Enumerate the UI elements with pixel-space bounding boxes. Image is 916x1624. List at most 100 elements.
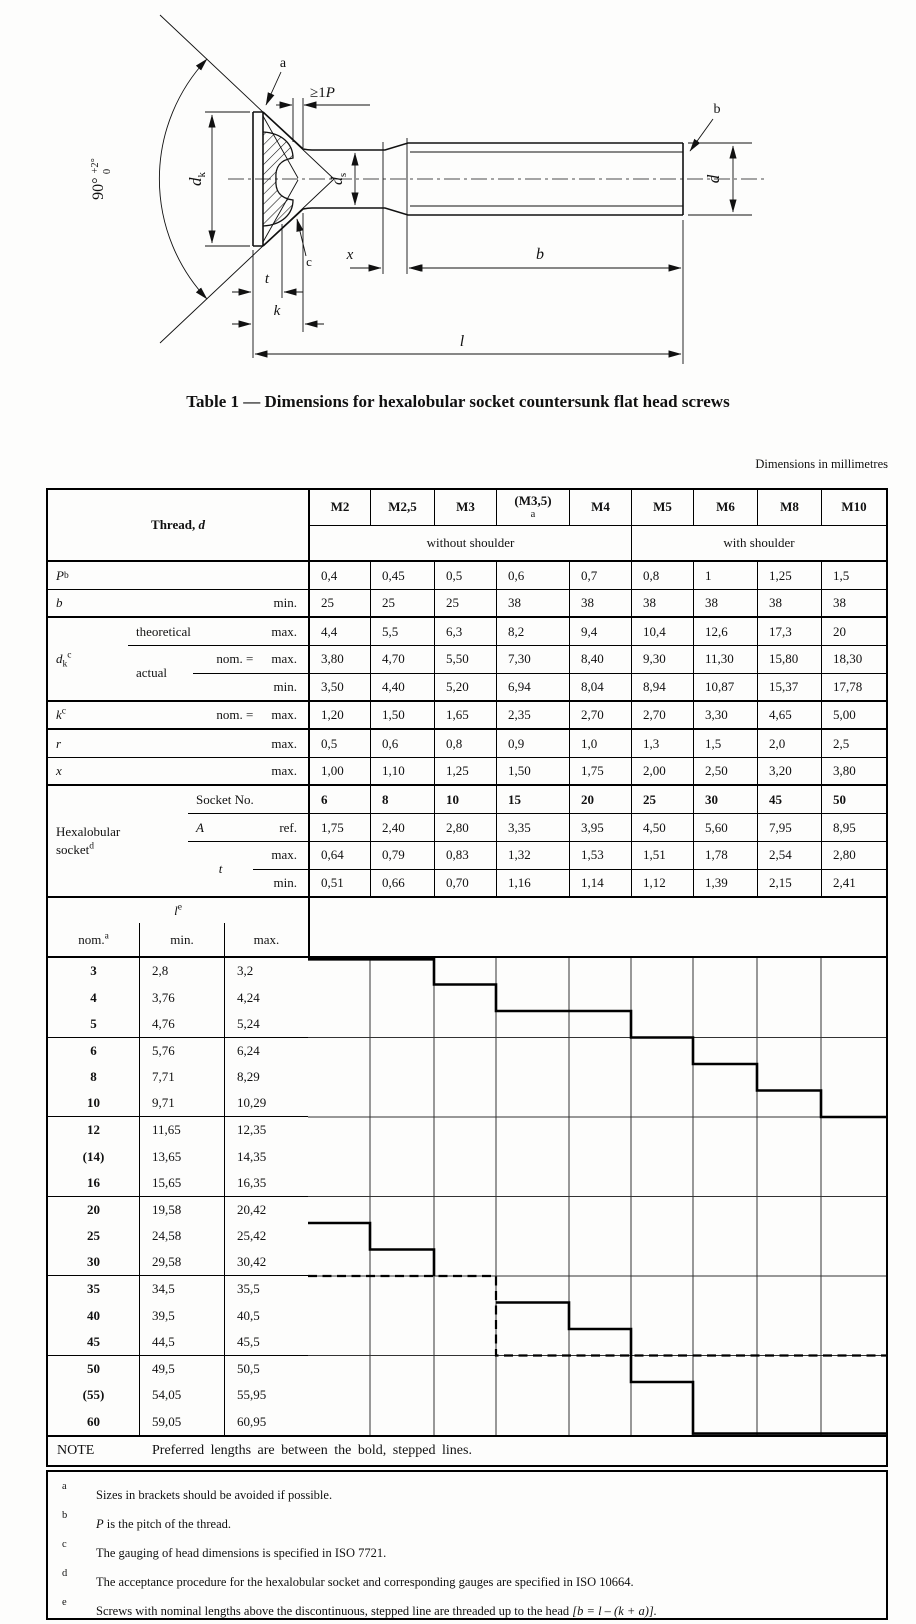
value-cell: 1,5 [693, 730, 757, 757]
without-shoulder-cell: without shoulder [308, 525, 631, 560]
nom-cell: (55) [82, 1387, 105, 1403]
value-cell: 0,66 [370, 869, 434, 896]
lower-step-line [496, 1301, 886, 1435]
value-cell: 5,00 [821, 702, 886, 728]
value-cell: 11,30 [693, 646, 757, 673]
length-row: 12 11,65 12,35 [48, 1117, 886, 1144]
value-cell: 8,2 [496, 618, 569, 645]
value-cell: 0,79 [370, 842, 434, 869]
max-cell: 30,42 [224, 1249, 308, 1276]
value-cell: 5,60 [693, 814, 757, 841]
dashed-step-line [308, 1274, 886, 1357]
col-header-m2: M2 [308, 490, 370, 525]
svg-text:dk: dk [186, 172, 208, 187]
nom-cell: 35 [87, 1281, 100, 1297]
value-cell: 0,45 [370, 562, 434, 589]
length-row: (14) 13,65 14,35 [48, 1143, 886, 1170]
value-cell: 3,80 [821, 758, 886, 784]
value-cell: 1,25 [434, 758, 496, 784]
value-cell: 0,5 [308, 730, 370, 757]
nom-cell: 5 [48, 1011, 139, 1038]
value-cell: 15 [496, 786, 569, 813]
nom-cell: (14) [82, 1148, 105, 1164]
value-cell: 2,0 [757, 730, 821, 757]
value-cell: 8,95 [821, 814, 886, 841]
value-cell: 0,70 [434, 869, 496, 896]
min-cell: 19,58 [139, 1196, 224, 1223]
footnotes: a Sizes in brackets should be avoided if … [46, 1470, 888, 1620]
value-cell: 1,78 [693, 842, 757, 869]
value-cell: 5,5 [370, 618, 434, 645]
col-header-m5: M5 [631, 490, 693, 525]
value-cell: 0,6 [370, 730, 434, 757]
note-row: NOTE Preferred lengths are between the b… [48, 1435, 886, 1465]
col-header-m6: M6 [693, 490, 757, 525]
value-cell: 2,80 [821, 842, 886, 869]
max-cell: 35,5 [224, 1276, 308, 1303]
value-cell: 0,6 [496, 562, 569, 589]
value-cell: 7,95 [757, 814, 821, 841]
value-cell: 38 [693, 590, 757, 616]
min-cell: 13,65 [139, 1143, 224, 1170]
value-cell: 20 [569, 786, 631, 813]
value-cell: 1,39 [693, 869, 757, 896]
value-cell: 38 [496, 590, 569, 616]
length-row: 8 7,71 8,29 [48, 1064, 886, 1091]
nom-cell: 6 [90, 1042, 97, 1058]
min-cell: 29,58 [139, 1249, 224, 1276]
table-header: Thread, d M2 M2,5 M3 (M3,5) a M4 M5 M6 M8… [48, 490, 886, 562]
length-header-spacer [308, 898, 886, 956]
nom-cell: 50 [87, 1360, 100, 1376]
min-cell: 15,65 [139, 1170, 224, 1197]
row-dk-theoretical: theoretical max. 4,4 5,5 6,3 8,2 9,4 10,4 12,6 1… [128, 618, 886, 646]
value-cell: 18,30 [821, 646, 886, 673]
table-title: Table 1 — Dimensions for hexalobular soc… [186, 392, 730, 411]
value-cell: 1,65 [434, 702, 496, 728]
note-label: NOTE [57, 1443, 95, 1458]
row-label-actual: actual [136, 665, 168, 680]
max-cell: 10,29 [224, 1090, 308, 1117]
label-angle-90: 90°+2°0 [90, 158, 113, 200]
min-cell: 3,76 [139, 984, 224, 1011]
value-cell: 9,30 [631, 646, 693, 673]
min-cell: 54,05 [139, 1382, 224, 1409]
value-cell: 1,75 [308, 814, 370, 841]
value-cell: 1,75 [569, 758, 631, 784]
length-row: 16 15,65 16,35 [48, 1170, 886, 1197]
min-cell: 49,5 [139, 1355, 224, 1382]
footnote-d: d The acceptance procedure for the hexalo… [62, 1568, 634, 1589]
value-cell: 8,04 [569, 673, 631, 700]
value-cell: 1 [693, 562, 757, 589]
nom-cell: 25 [87, 1228, 100, 1244]
min-cell: 7,71 [139, 1064, 224, 1091]
value-cell: 0,7 [569, 562, 631, 589]
max-cell: 20,42 [224, 1196, 308, 1223]
value-cell: 6 [308, 786, 370, 813]
value-cell: 0,8 [434, 730, 496, 757]
min-cell: 2,8 [139, 958, 224, 985]
length-row: 6 5,76 6,24 [48, 1037, 886, 1064]
value-cell: 2,15 [757, 869, 821, 896]
value-cell: 1,00 [308, 758, 370, 784]
row-dk-actual-min: min. 3,50 4,40 5,20 6,94 8,04 8,94 10,87 15,37 1… [193, 673, 886, 700]
value-cell: 1,20 [308, 702, 370, 728]
nom-cell: 20 [87, 1201, 100, 1217]
length-col-nom: nom.a [78, 931, 109, 947]
value-cell: 20 [821, 618, 886, 645]
nom-cell: 4 [90, 989, 97, 1005]
length-col-max: max. [224, 923, 308, 956]
footnote-e: e Screws with nominal lengths above the d… [62, 1597, 657, 1618]
label-a: a [280, 56, 287, 71]
nom-cell: 40 [87, 1307, 100, 1323]
row-group-dk: dkc theoretical max. 4,4 5,5 6,3 8,2 9,4 10,4 1… [48, 618, 886, 702]
label-ge1p: ≥1P [310, 85, 335, 101]
value-cell: 15,80 [757, 646, 821, 673]
length-row: 35 34,5 35,5 [48, 1276, 886, 1303]
value-cell: 17,3 [757, 618, 821, 645]
value-cell: 3,80 [308, 646, 370, 673]
value-cell: 1,53 [569, 842, 631, 869]
value-cell: 2,70 [631, 702, 693, 728]
length-row: 45 44,5 45,5 [48, 1329, 886, 1356]
min-cell: 59,05 [139, 1408, 224, 1435]
